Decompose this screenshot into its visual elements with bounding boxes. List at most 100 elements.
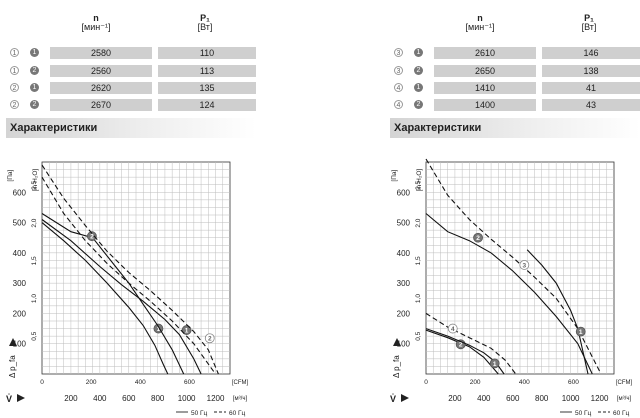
row-id-outline: 2 [10, 100, 19, 109]
x-tick-label-m3h: 600 [506, 394, 520, 403]
curve-marker-label-left-0: 1 [157, 326, 161, 333]
y-tick-label-inh2o: 0,5 [415, 331, 422, 340]
col-power-header: P₁ [Вт] [197, 13, 213, 32]
row-id-outline: 2 [10, 83, 19, 92]
y-unit-label-inh2o: [in H₂O] [32, 169, 39, 192]
fan-curve-chart-left: 100 200 300 400 500 600 0,5 1,0 1,5 2,0 2,5 [Па] [in… [6, 161, 249, 417]
x-tick-label-m3h: 1000 [178, 394, 196, 403]
speed-cell: 2580 [50, 47, 152, 59]
speed-cell: 2670 [50, 99, 152, 111]
right-panel: n [мин⁻¹] P₁ [Вт] 3 1 2610 146 3 2 2650 … [384, 0, 640, 418]
left-panel: n [мин⁻¹] P₁ [Вт] 1 1 2580 110 1 2 2560 … [0, 0, 256, 418]
curve-right-1 [425, 158, 600, 372]
x-tick-label-m3h: 200 [64, 394, 78, 403]
y-axis-title: Δ p_fa [8, 355, 17, 378]
section-title: Характеристики [6, 118, 256, 138]
row-id-outline: 1 [10, 66, 19, 75]
x-tick-label-cfm: 600 [568, 379, 579, 386]
table-row: 3 1 2610 146 [390, 47, 640, 60]
x-tick-label-cfm: 400 [135, 379, 146, 386]
legend-label-60hz: 60 Гц [613, 410, 630, 417]
y-unit-label-inh2o: [in H₂O] [416, 169, 423, 192]
x-unit-label-m3h: [м³/ч] [233, 396, 248, 402]
curve-left-1 [41, 219, 202, 375]
row-id-filled: 1 [414, 48, 423, 57]
y-axis-arrow [393, 338, 401, 346]
power-cell: 110 [158, 47, 256, 59]
col-speed-header: n [мин⁻¹] [81, 13, 111, 32]
power-cell: 146 [542, 47, 640, 59]
curve-marker-label-right-5: 1 [493, 361, 497, 368]
speed-cell: 2650 [434, 65, 536, 77]
curve-right-0 [425, 213, 593, 375]
y-tick-label-pa: 300 [397, 279, 411, 288]
row-id-outline: 1 [10, 48, 19, 57]
x-tick-label-m3h: 800 [151, 394, 165, 403]
speed-cell: 1400 [434, 99, 536, 111]
x-tick-label-m3h: 1200 [591, 394, 609, 403]
x-tick-label-cfm: 0 [40, 379, 44, 386]
x-tick-label-m3h: 600 [122, 394, 136, 403]
col-speed-header: n [мин⁻¹] [465, 13, 495, 32]
speed-cell: 2610 [434, 47, 536, 59]
y-tick-label-pa: 500 [13, 219, 27, 228]
row-id-filled: 2 [30, 100, 39, 109]
fan-curve-chart-right: 100 200 300 400 500 600 0,5 1,0 1,5 2,0 2,5 [Па] [in… [390, 158, 632, 417]
y-tick-label-pa: 200 [397, 309, 411, 318]
x-tick-label-m3h: 400 [93, 394, 107, 403]
y-tick-label-pa: 600 [13, 188, 27, 197]
y-tick-label-inh2o: 2,0 [415, 218, 422, 227]
curve-right-2 [526, 249, 589, 375]
power-cell: 135 [158, 82, 256, 94]
x-tick-label-cfm: 200 [470, 379, 481, 386]
y-tick-label-inh2o: 0,5 [31, 331, 38, 340]
x-tick-label-cfm: 200 [86, 379, 97, 386]
y-unit-label-pa: [Па] [7, 169, 14, 181]
curve-marker-label-left-1: 1 [185, 327, 189, 334]
y-tick-label-pa: 300 [13, 279, 27, 288]
curve-left-0 [41, 222, 169, 375]
x-unit-label-cfm: [CFM] [232, 380, 249, 386]
row-id-filled: 1 [414, 83, 423, 92]
y-tick-label-inh2o: 1,5 [31, 256, 38, 265]
x-axis-arrow [401, 394, 409, 402]
table-row: 3 2 2650 138 [390, 65, 640, 78]
curve-left-4 [41, 164, 219, 375]
curve-marker-right-0 [473, 232, 483, 243]
y-axis-title: Δ p_fa [392, 355, 401, 378]
curve-marker-left-3 [204, 333, 215, 344]
y-tick-label-inh2o: 1,5 [415, 256, 422, 265]
y-tick-label-pa: 400 [13, 249, 27, 258]
curve-marker-right-1 [519, 260, 530, 270]
table-row: 1 1 2580 110 [6, 47, 256, 60]
table-row: 2 1 2620 135 [6, 82, 256, 95]
x-tick-label-m3h: 200 [448, 394, 462, 403]
y-tick-label-inh2o: 2,5 [31, 181, 38, 190]
y-tick-label-pa: 500 [397, 219, 411, 228]
y-tick-label-pa: 600 [397, 188, 411, 197]
legend-label-60hz: 60 Гц [229, 410, 246, 417]
row-id-outline: 3 [394, 66, 403, 75]
x-tick-label-cfm: 600 [184, 379, 195, 386]
curve-left-3 [41, 176, 216, 375]
x-tick-label-m3h: 1200 [207, 394, 225, 403]
row-id-filled: 2 [414, 100, 423, 109]
row-id-outline: 4 [394, 100, 403, 109]
curve-marker-label-right-1: 3 [523, 262, 527, 269]
curve-marker-label-left-3: 2 [208, 336, 212, 343]
y-tick-label-inh2o: 2,0 [31, 218, 38, 227]
x-tick-label-m3h: 800 [535, 394, 549, 403]
curve-marker-right-2 [575, 326, 586, 337]
curve-marker-label-right-3: 4 [451, 326, 455, 333]
y-tick-label-pa: 100 [13, 340, 27, 349]
x-tick-label-cfm: 0 [424, 379, 428, 386]
x-axis-arrow [17, 394, 25, 402]
row-id-outline: 4 [394, 83, 403, 92]
col-power-header: P₁ [Вт] [581, 13, 597, 32]
power-cell: 113 [158, 65, 256, 77]
x-axis-title: V̇ [390, 394, 396, 404]
curve-marker-right-3 [447, 323, 458, 334]
speed-cell: 2560 [50, 65, 152, 77]
speed-cell: 1410 [434, 82, 536, 94]
x-axis-title: V̇ [6, 394, 12, 404]
